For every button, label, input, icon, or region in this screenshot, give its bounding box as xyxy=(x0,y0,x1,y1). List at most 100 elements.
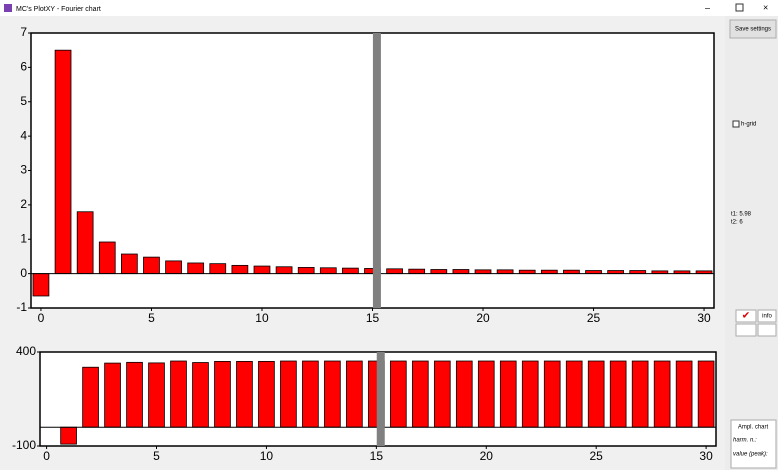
bar xyxy=(324,360,341,428)
bar xyxy=(565,360,583,428)
bar xyxy=(302,360,319,428)
bar xyxy=(496,269,514,275)
bar xyxy=(82,366,99,428)
bar xyxy=(258,360,275,428)
bar xyxy=(104,362,121,428)
bar xyxy=(297,267,315,275)
bar xyxy=(126,361,143,428)
bar xyxy=(346,360,363,428)
bar xyxy=(653,360,671,428)
y-tick-label: 7 xyxy=(20,25,27,39)
window-title: MC's PlotXY - Fourier chart xyxy=(16,6,101,13)
value-label: value (peak): xyxy=(733,452,768,458)
bar xyxy=(518,269,536,275)
minimize[interactable]: – xyxy=(705,2,710,12)
bar xyxy=(231,264,249,275)
info-label: info xyxy=(762,314,772,320)
x-tick-label: 20 xyxy=(476,311,490,325)
x-tick-label: 15 xyxy=(370,449,384,463)
side-panel xyxy=(725,16,778,470)
check-button[interactable] xyxy=(735,309,757,323)
bar xyxy=(412,360,429,428)
bar xyxy=(319,267,337,275)
bar xyxy=(170,360,187,428)
bar xyxy=(209,263,227,275)
cursor xyxy=(376,352,385,446)
bar xyxy=(54,49,72,275)
bar xyxy=(631,360,649,428)
bar xyxy=(187,262,205,275)
bar xyxy=(455,360,473,428)
x-tick-label: 30 xyxy=(697,311,711,325)
y-tick-label: -1 xyxy=(16,300,27,314)
bar xyxy=(165,260,182,275)
y-tick-label: 2 xyxy=(20,197,27,211)
bar xyxy=(342,267,359,275)
save-button[interactable] xyxy=(729,19,777,39)
maximize[interactable] xyxy=(735,3,744,12)
y-tick-label: 1 xyxy=(20,231,27,245)
x-tick-label: 15 xyxy=(366,311,380,325)
bar xyxy=(121,253,138,275)
cursor xyxy=(372,33,381,308)
bar xyxy=(587,360,605,428)
bar xyxy=(408,268,426,275)
bar xyxy=(76,211,94,275)
bar xyxy=(60,426,77,445)
y-tick-label: -100 xyxy=(12,438,36,452)
bar xyxy=(609,360,627,428)
x-tick-label: 20 xyxy=(480,449,494,463)
bar xyxy=(433,360,451,428)
close[interactable]: × xyxy=(763,2,768,12)
y-tick-label: 0 xyxy=(20,266,27,280)
h-grid-label: h-grid xyxy=(741,122,756,128)
bar xyxy=(540,269,558,275)
x-tick-label: 0 xyxy=(43,449,50,463)
bar xyxy=(280,360,297,428)
bar xyxy=(148,362,165,428)
bar xyxy=(275,266,293,275)
app-icon xyxy=(4,4,12,12)
bar xyxy=(390,360,407,428)
x-tick-label: 25 xyxy=(587,311,601,325)
bar xyxy=(32,273,50,297)
y-tick-label: 6 xyxy=(20,60,27,74)
bar xyxy=(253,265,271,275)
bar xyxy=(543,360,561,428)
bar xyxy=(477,360,495,428)
x-tick-label: 25 xyxy=(590,449,604,463)
bar xyxy=(452,269,470,275)
bar xyxy=(474,269,492,275)
bar xyxy=(521,360,539,428)
x-tick-label: 30 xyxy=(699,449,713,463)
t2-label: t2: 6 xyxy=(731,220,743,226)
bar xyxy=(236,360,253,428)
info-button[interactable] xyxy=(757,309,777,323)
x-tick-label: 10 xyxy=(260,449,274,463)
y-tick-label: 5 xyxy=(20,94,27,108)
bar xyxy=(98,241,116,275)
bar xyxy=(563,269,580,275)
x-tick-label: 0 xyxy=(38,311,45,325)
y-tick-label: 4 xyxy=(20,128,27,142)
save-label: Save settings xyxy=(735,27,771,33)
x-tick-label: 5 xyxy=(153,449,160,463)
y-tick-label: 400 xyxy=(16,344,36,358)
bar xyxy=(143,256,160,275)
y-tick-label: 3 xyxy=(20,163,27,177)
bar xyxy=(214,360,231,428)
print-button[interactable] xyxy=(757,323,777,337)
h-grid-checkbox[interactable] xyxy=(732,120,740,128)
info-box xyxy=(730,419,777,469)
bar xyxy=(192,362,209,428)
title-bar xyxy=(0,0,778,16)
ampl-label: Ampl. chart xyxy=(738,425,769,431)
copy-button[interactable] xyxy=(735,323,757,337)
bar xyxy=(430,269,448,275)
harm-label: harm. n.: xyxy=(733,438,757,444)
t1-label: t1: 5.98 xyxy=(731,212,752,218)
check-icon: ✔ xyxy=(742,311,750,322)
bar xyxy=(386,268,403,275)
